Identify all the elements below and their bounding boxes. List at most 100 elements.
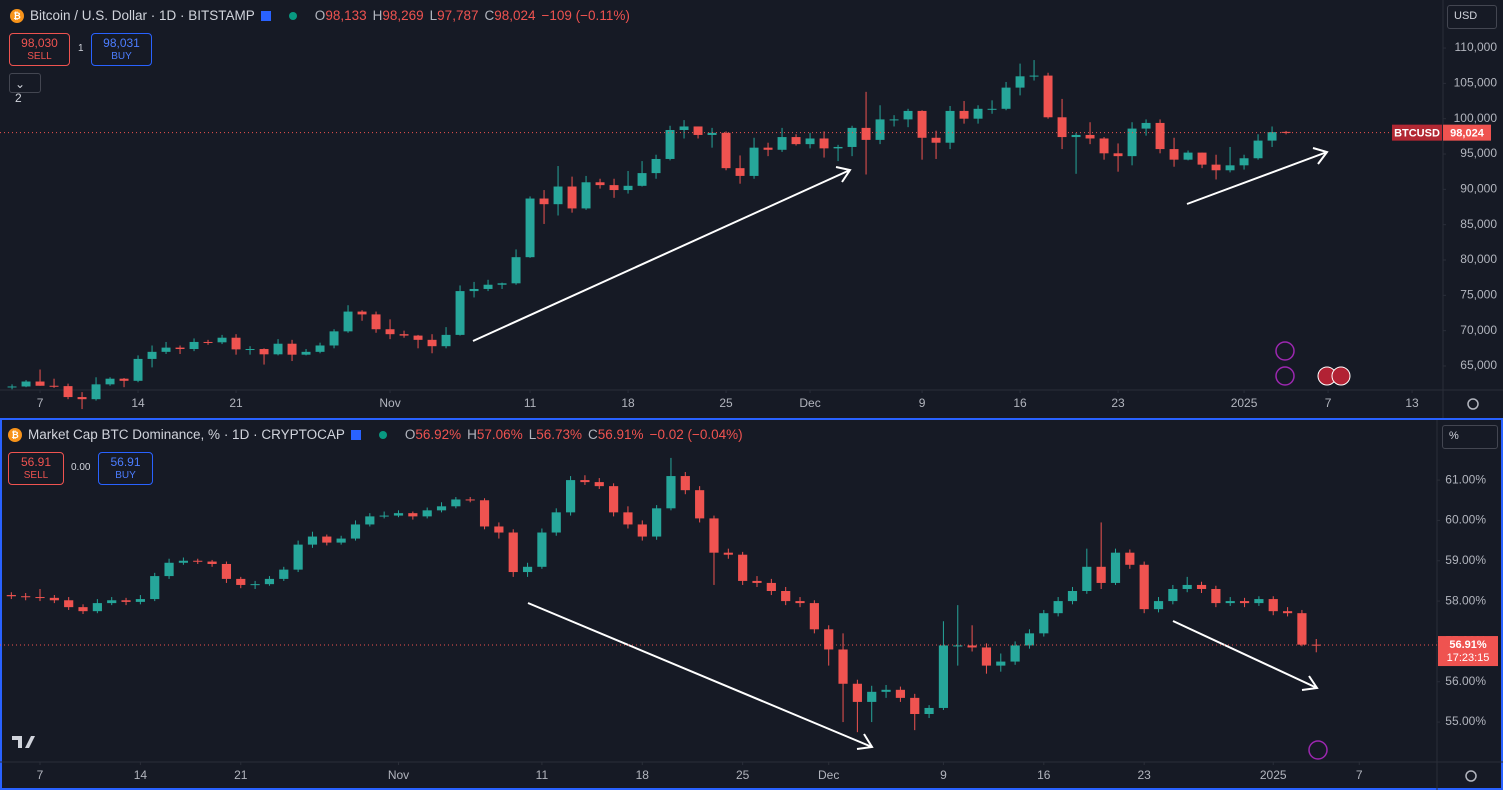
candle-body: [322, 536, 332, 543]
buy-label: BUY: [115, 469, 136, 481]
candle-body: [1225, 601, 1235, 604]
x-tick-label: 21: [229, 396, 243, 410]
ohlc-key: C: [484, 8, 495, 23]
sell-price: 56.91: [20, 454, 52, 469]
buy-button[interactable]: 56.91 BUY: [98, 452, 153, 485]
candle-body: [1281, 131, 1291, 133]
candle-body: [763, 147, 773, 150]
candle-body: [175, 347, 185, 350]
status: [288, 11, 297, 20]
symbol-title: Bitcoin / U.S. Dollar · 1D · BITSTAMP: [30, 8, 255, 23]
x-tick-label: 16: [1013, 396, 1027, 410]
buy-button[interactable]: 98,031 BUY: [91, 33, 152, 66]
candle-body: [451, 499, 461, 507]
settings-icon[interactable]: [1467, 398, 1479, 410]
candle-body: [307, 536, 318, 545]
candle-body: [623, 185, 633, 191]
candle-body: [78, 607, 88, 612]
candle-body: [35, 381, 45, 386]
candle-body: [1282, 611, 1293, 614]
candle-body: [903, 110, 913, 120]
ohlc-value: 98,024: [494, 8, 536, 23]
candle-body: [1127, 128, 1137, 157]
candle-body: [931, 137, 941, 143]
x-tick-label: 16: [1037, 768, 1051, 782]
collapsed-count: 2: [15, 91, 22, 105]
flag[interactable]: [350, 429, 361, 440]
candle-body: [1001, 87, 1011, 109]
candle-body: [594, 482, 604, 487]
candle-body: [749, 147, 759, 176]
candle-body: [121, 600, 131, 602]
candle-body: [623, 512, 633, 525]
x-tick-label: 7: [1325, 396, 1332, 410]
candle-body: [1267, 132, 1277, 141]
candle-body: [875, 119, 885, 140]
candle-body: [203, 341, 213, 343]
legend-bottom: ₿ Market Cap BTC Dominance, % · 1D · CRY…: [8, 427, 743, 442]
candle-body: [567, 186, 577, 209]
candle-body: [6, 595, 16, 597]
candle-body: [987, 108, 997, 110]
flag[interactable]: [260, 10, 271, 21]
candle-body: [301, 351, 311, 355]
candle-body: [680, 476, 690, 491]
candle-body: [738, 554, 748, 581]
currency-button[interactable]: USD: [1447, 5, 1497, 29]
candle-body: [1057, 117, 1067, 138]
collapse-button[interactable]: ⌄ 2: [9, 73, 41, 105]
candle-body: [133, 358, 143, 381]
countdown: 17:23:15: [1447, 652, 1490, 664]
sell-button[interactable]: 98,030 SELL: [9, 33, 70, 66]
event-icon[interactable]: [1275, 341, 1295, 361]
trend-arrow: [1172, 620, 1319, 691]
price-label-box: [1438, 636, 1498, 667]
candle-body: [371, 314, 381, 330]
x-tick-label: 9: [919, 396, 926, 410]
currency-button[interactable]: %: [1442, 425, 1498, 449]
candle-body: [637, 173, 647, 186]
candle-body: [852, 683, 862, 702]
candle-body: [161, 347, 171, 352]
candle-body: [465, 499, 475, 501]
event-icon[interactable]: [1275, 366, 1295, 386]
event-icon[interactable]: [1331, 366, 1351, 386]
ohlc-value: 98,269: [382, 8, 424, 23]
x-tick-label: 7: [37, 768, 44, 782]
sell-button[interactable]: 56.91 SELL: [8, 452, 64, 485]
candle-body: [293, 544, 303, 570]
candle-body: [178, 560, 188, 563]
candle-body: [889, 119, 899, 121]
candle-body: [735, 168, 745, 176]
candle-body: [1239, 601, 1250, 604]
candle-body: [63, 386, 73, 398]
x-tick-label: 14: [134, 768, 148, 782]
ohlc-key: C: [588, 427, 598, 442]
candle-body: [580, 480, 590, 483]
logo: [12, 736, 35, 748]
candle-body: [511, 257, 521, 284]
candle-body: [924, 707, 934, 715]
event-icon[interactable]: [1308, 740, 1328, 760]
candle-body: [413, 335, 423, 340]
candle-body: [1153, 601, 1164, 610]
candle-body: [436, 506, 447, 511]
change: −109 (−0.11%): [541, 8, 630, 23]
candle-body: [1067, 591, 1078, 602]
settings-icon[interactable]: [1465, 770, 1477, 782]
candle-body: [193, 560, 203, 562]
candle-body: [1155, 122, 1165, 150]
candle-body: [609, 486, 619, 513]
candle-body: [250, 584, 260, 586]
symbol-label: BTCUSD: [1394, 128, 1440, 140]
candle-body: [551, 512, 561, 533]
candle-body: [1253, 140, 1263, 159]
candle-body: [652, 508, 662, 537]
candle-body: [847, 127, 857, 147]
trend-arrow: [472, 166, 852, 342]
ohlc-value: 57.06%: [476, 427, 523, 442]
candle-body: [231, 337, 241, 350]
candle-body: [497, 283, 507, 285]
change: −0.02 (−0.04%): [649, 427, 743, 442]
